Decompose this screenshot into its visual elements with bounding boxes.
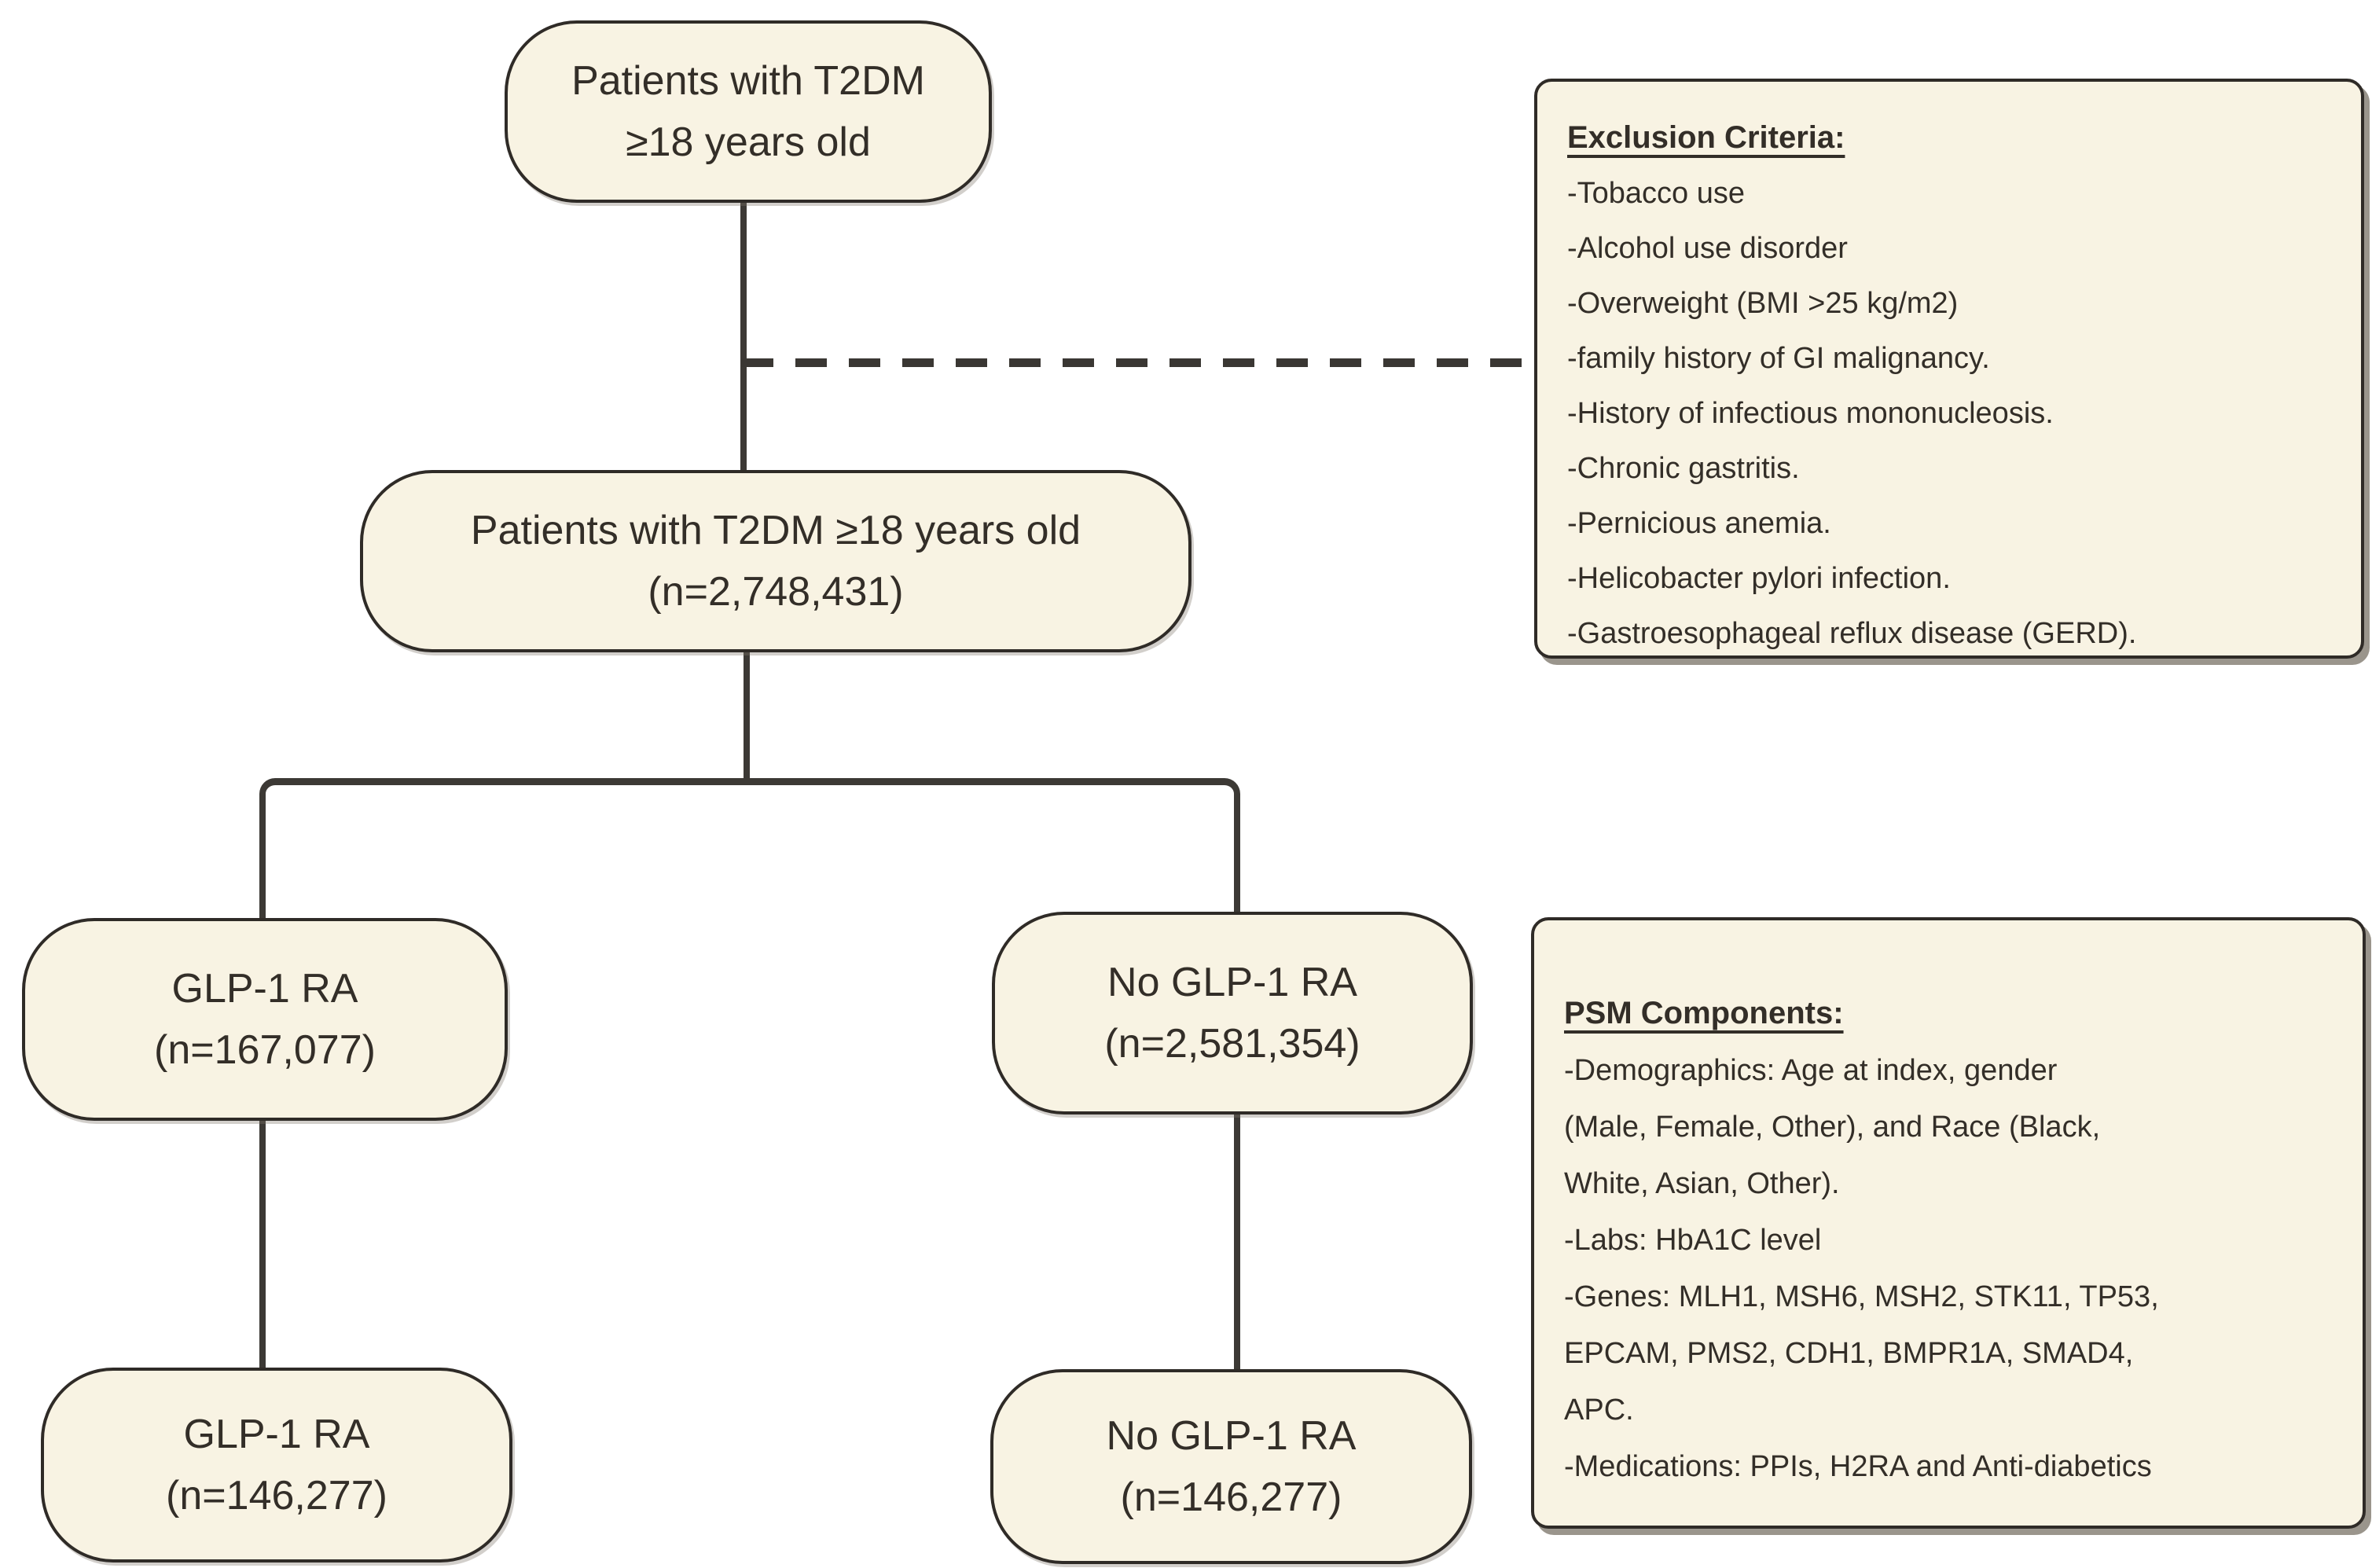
exclusion-item: -Tobacco use — [1567, 177, 1746, 210]
exclusion-criteria-title: Exclusion Criteria: — [1567, 120, 1845, 155]
psm-line: APC. — [1564, 1394, 1634, 1427]
exclusion-item: -History of infectious mononucleosis. — [1567, 397, 2054, 430]
node-line: ≥18 years old — [626, 119, 871, 165]
node-patients-t2dm: Patients with T2DM ≥18 years old — [505, 20, 992, 203]
exclusion-item: -Overweight (BMI >25 kg/m2) — [1567, 287, 1959, 320]
psm-components-title: PSM Components: — [1564, 996, 1844, 1030]
connector-noglp1-to-matched — [1234, 1113, 1240, 1371]
node-glp1-ra-matched: GLP-1 RA (n=146,277) — [41, 1368, 512, 1562]
node-line: Patients with T2DM — [571, 58, 925, 104]
psm-line: White, Asian, Other). — [1564, 1167, 1840, 1200]
node-no-glp1-ra-matched: No GLP-1 RA (n=146,277) — [990, 1369, 1472, 1564]
psm-components-box: PSM Components: -Demographics: Age at in… — [1531, 917, 2366, 1529]
exclusion-item: -Helicobacter pylori infection. — [1567, 562, 1951, 595]
node-line: Patients with T2DM ≥18 years old — [470, 508, 1081, 553]
connector-top-to-cohort — [740, 201, 747, 472]
psm-line: EPCAM, PMS2, CDH1, BMPR1A, SMAD4, — [1564, 1337, 2134, 1370]
psm-line: (Male, Female, Other), and Race (Black, — [1564, 1111, 2101, 1144]
exclusion-criteria-box: Exclusion Criteria: -Tobacco use -Alcoho… — [1534, 79, 2364, 659]
psm-line: -Demographics: Age at index, gender — [1564, 1054, 2058, 1087]
node-line: (n=146,277) — [166, 1473, 387, 1518]
node-line: (n=146,277) — [1120, 1474, 1342, 1520]
exclusion-item: -Chronic gastritis. — [1567, 452, 1800, 485]
exclusion-item: -Gastroesophageal reflux disease (GERD). — [1567, 617, 2137, 650]
connector-cohort-to-branch — [744, 651, 750, 781]
exclusion-item: -family history of GI malignancy. — [1567, 342, 1990, 375]
exclusion-item: -Alcohol use disorder — [1567, 232, 1848, 265]
node-line: No GLP-1 RA — [1106, 1413, 1357, 1459]
connector-branch-bracket — [259, 778, 1240, 920]
exclusion-item: -Pernicious anemia. — [1567, 507, 1831, 540]
node-glp1-ra: GLP-1 RA (n=167,077) — [22, 918, 508, 1121]
node-line: GLP-1 RA — [183, 1412, 370, 1457]
connector-dashed-exclusion — [742, 358, 1534, 367]
node-line: (n=167,077) — [154, 1027, 376, 1073]
node-line: (n=2,748,431) — [648, 569, 904, 615]
node-line: GLP-1 RA — [171, 966, 358, 1012]
node-line: (n=2,581,354) — [1104, 1021, 1360, 1067]
node-line: No GLP-1 RA — [1107, 960, 1357, 1005]
connector-glp1-to-matched — [259, 1119, 266, 1369]
psm-line: -Genes: MLH1, MSH6, MSH2, STK11, TP53, — [1564, 1280, 2159, 1313]
node-cohort-after-exclusion: Patients with T2DM ≥18 years old (n=2,74… — [360, 470, 1192, 652]
node-no-glp1-ra: No GLP-1 RA (n=2,581,354) — [992, 912, 1473, 1114]
psm-line: -Labs: HbA1C level — [1564, 1224, 1822, 1257]
psm-line: -Medications: PPIs, H2RA and Anti-diabet… — [1564, 1450, 2152, 1483]
